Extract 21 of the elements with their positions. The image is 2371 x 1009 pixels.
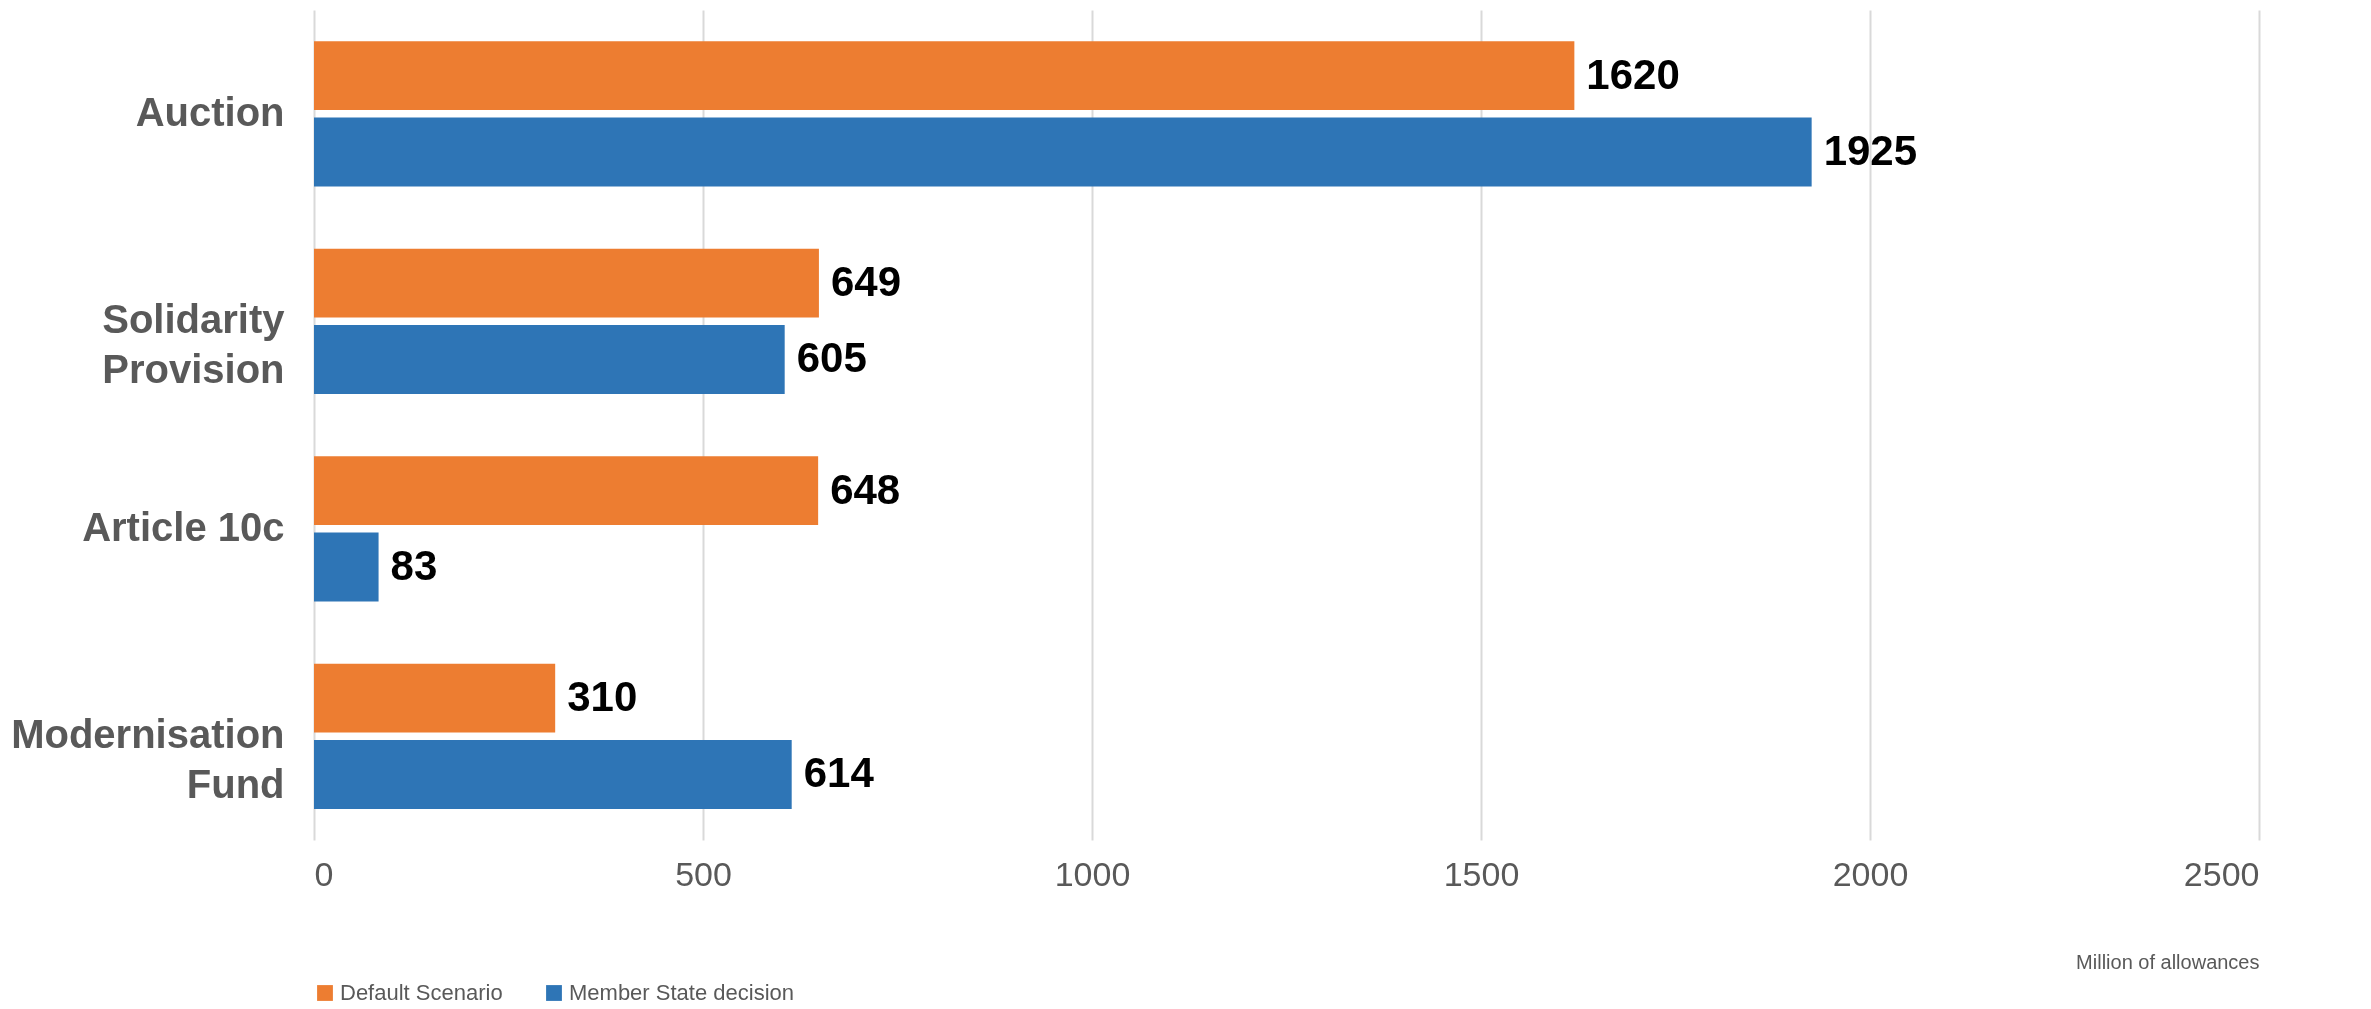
- data-label: 1620: [1586, 50, 1680, 98]
- legend-label: Member State decision: [569, 980, 794, 1005]
- x-tick-label: 500: [675, 854, 732, 893]
- x-tick-label: 2500: [2183, 854, 2260, 893]
- data-label: 1925: [1823, 126, 1918, 174]
- legend-label: Default Scenario: [340, 980, 503, 1005]
- y-tick-label: Solidarity Provision: [102, 297, 286, 392]
- x-tick-label: 1500: [1443, 854, 1520, 893]
- data-label: 614: [803, 749, 875, 797]
- y-tick-label: Article 10c: [82, 504, 285, 549]
- x-tick-label: 2000: [1832, 854, 1909, 893]
- data-label: 605: [796, 334, 867, 382]
- y-tick-label: Auction: [135, 89, 285, 134]
- x-axis-title: Million of allowances: [2076, 950, 2260, 973]
- y-tick-label: Modernisation Fund: [11, 712, 285, 807]
- data-label: 83: [390, 541, 438, 589]
- data-label: 648: [830, 465, 901, 513]
- data-label: 310: [567, 673, 638, 721]
- data-label: 649: [830, 258, 901, 306]
- x-tick-label: 0: [314, 854, 334, 893]
- x-tick-label: 1000: [1054, 854, 1131, 893]
